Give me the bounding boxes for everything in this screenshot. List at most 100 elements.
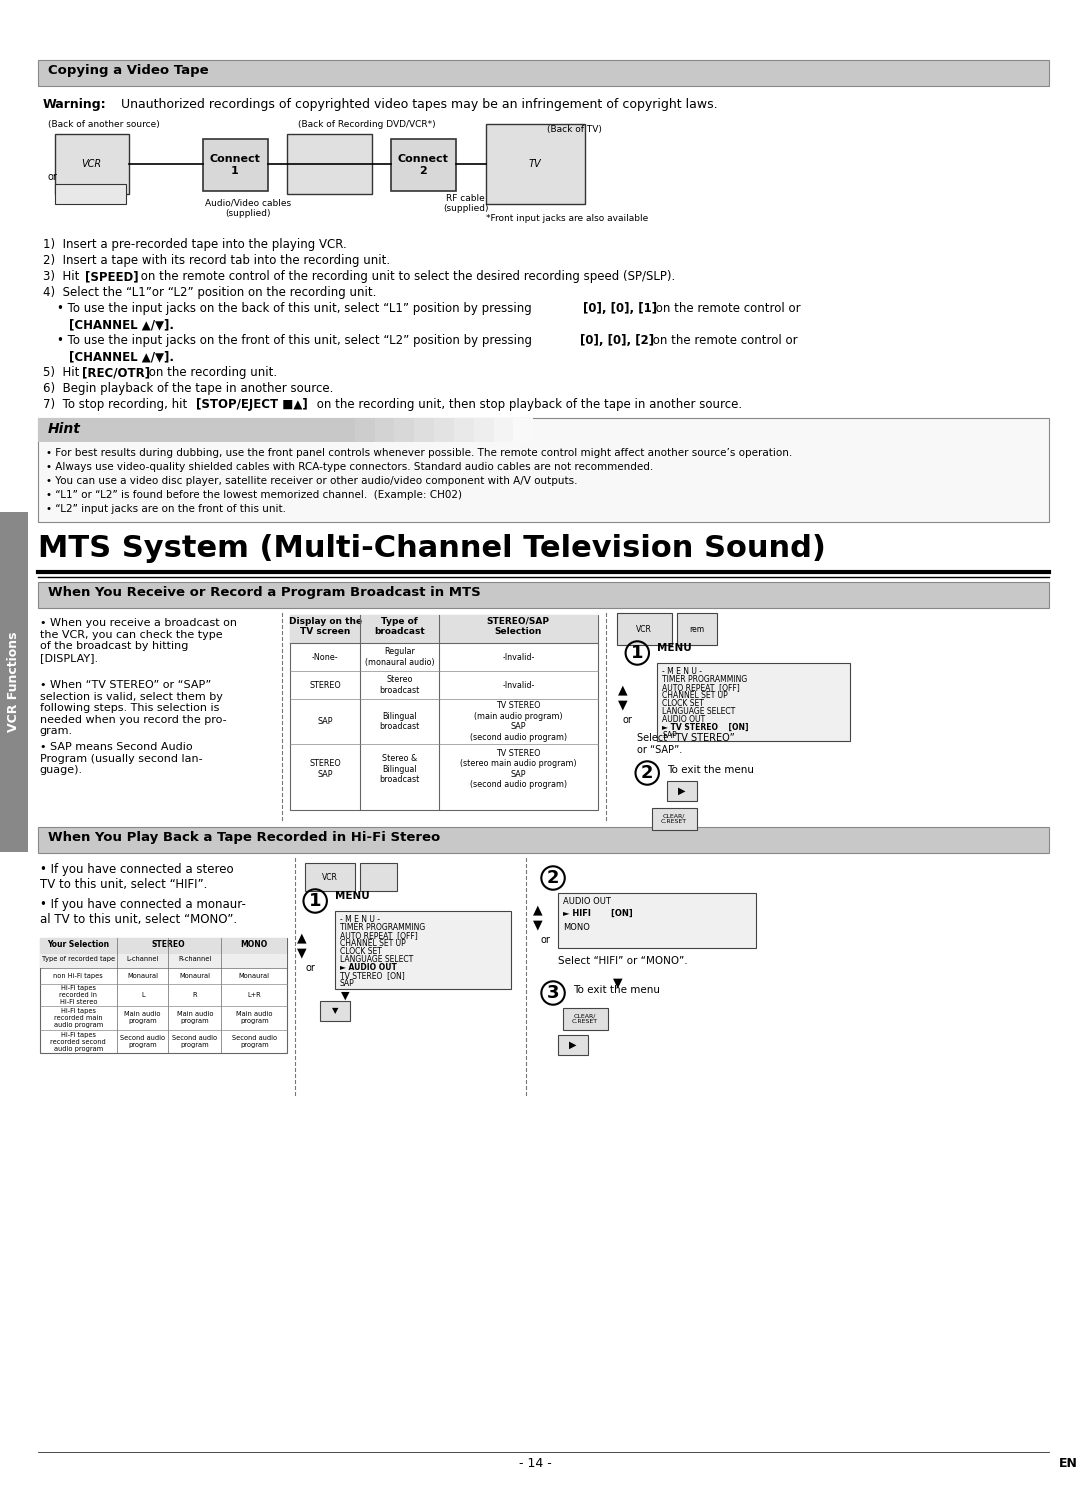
Text: • When you receive a broadcast on
the VCR, you can check the type
of the broadca: • When you receive a broadcast on the VC… xyxy=(40,619,237,663)
Text: on the remote control of the recording unit to select the desired recording spee: on the remote control of the recording u… xyxy=(137,271,675,283)
Text: [STOP/EJECT ■▲]: [STOP/EJECT ■▲] xyxy=(197,399,308,410)
Bar xyxy=(54,134,129,193)
Text: Main audio
program: Main audio program xyxy=(124,1011,161,1025)
Text: ▲: ▲ xyxy=(297,931,307,944)
Text: *Front input jacks are also available: *Front input jacks are also available xyxy=(486,214,648,223)
Bar xyxy=(677,613,717,645)
Text: • To use the input jacks on the front of this unit, select “L2” position by pres: • To use the input jacks on the front of… xyxy=(57,335,537,346)
Text: SAP: SAP xyxy=(318,717,333,726)
Text: Your Selection: Your Selection xyxy=(48,940,109,949)
Text: (Back of TV): (Back of TV) xyxy=(548,125,603,134)
Text: EN: EN xyxy=(1058,1457,1078,1471)
Bar xyxy=(320,1001,350,1022)
Text: TV STEREO
(stereo main audio program)
SAP
(second audio program): TV STEREO (stereo main audio program) SA… xyxy=(460,749,577,790)
Text: on the recording unit.: on the recording unit. xyxy=(145,366,276,379)
Bar xyxy=(38,827,1049,854)
Text: or: or xyxy=(540,935,550,946)
Text: MENU: MENU xyxy=(335,891,369,901)
Text: TIMER PROGRAMMING: TIMER PROGRAMMING xyxy=(662,675,747,684)
Text: ▲: ▲ xyxy=(534,903,543,916)
Text: - 14 -: - 14 - xyxy=(518,1457,552,1471)
Text: CLOCK SET: CLOCK SET xyxy=(662,699,704,708)
Text: TV: TV xyxy=(529,159,541,170)
Text: RF cable
(supplied): RF cable (supplied) xyxy=(443,193,488,214)
Text: Connect
2: Connect 2 xyxy=(397,155,448,175)
Bar xyxy=(513,418,534,442)
Text: on the recording unit, then stop playback of the tape in another source.: on the recording unit, then stop playbac… xyxy=(313,399,742,410)
Text: MTS System (Multi-Channel Television Sound): MTS System (Multi-Channel Television Sou… xyxy=(38,534,825,564)
Text: Monaural: Monaural xyxy=(127,972,159,978)
Bar xyxy=(335,418,355,442)
Bar xyxy=(486,123,584,204)
Text: TV STEREO  [ON]: TV STEREO [ON] xyxy=(340,971,405,980)
Text: Second audio
program: Second audio program xyxy=(120,1035,165,1048)
Text: Connect
1: Connect 1 xyxy=(210,155,260,175)
Text: STEREO: STEREO xyxy=(151,940,186,949)
Text: LANGUAGE SELECT: LANGUAGE SELECT xyxy=(340,955,414,964)
Bar xyxy=(0,512,28,852)
Text: SAP: SAP xyxy=(662,732,677,741)
Text: STEREO
SAP: STEREO SAP xyxy=(309,760,341,779)
Text: VCR: VCR xyxy=(636,625,652,633)
Bar xyxy=(454,418,474,442)
Text: [0], [0], [2]: [0], [0], [2] xyxy=(580,335,653,346)
Text: L: L xyxy=(140,992,145,998)
Text: Hint: Hint xyxy=(48,422,80,436)
Text: AUTO REPEAT  [OFF]: AUTO REPEAT [OFF] xyxy=(662,683,740,691)
Text: Stereo &
Bilingual
broadcast: Stereo & Bilingual broadcast xyxy=(379,754,419,784)
Text: [0], [0], [1]: [0], [0], [1] xyxy=(583,302,657,315)
Text: [CHANNEL ▲/▼].: [CHANNEL ▲/▼]. xyxy=(69,318,174,332)
Text: ▼: ▼ xyxy=(297,946,307,959)
Bar xyxy=(291,616,597,642)
Text: Hi-Fi tapes
recorded main
audio program: Hi-Fi tapes recorded main audio program xyxy=(54,1008,103,1028)
Text: CLEAR/
C.RESET: CLEAR/ C.RESET xyxy=(661,813,687,824)
Text: AUDIO OUT: AUDIO OUT xyxy=(662,715,705,724)
Text: CLOCK SET: CLOCK SET xyxy=(340,947,382,956)
Text: 7)  To stop recording, hit: 7) To stop recording, hit xyxy=(42,399,190,410)
Text: (Back of another source): (Back of another source) xyxy=(49,120,160,129)
Text: 1: 1 xyxy=(631,644,644,662)
Text: 2: 2 xyxy=(546,868,559,888)
Bar xyxy=(40,938,287,955)
Bar xyxy=(394,418,415,442)
Text: [SPEED]: [SPEED] xyxy=(85,271,139,283)
Bar xyxy=(563,1008,608,1030)
Text: on the remote control or: on the remote control or xyxy=(649,335,798,346)
Text: AUTO REPEAT  [OFF]: AUTO REPEAT [OFF] xyxy=(340,931,418,940)
Bar xyxy=(38,581,1049,608)
Text: ▼: ▼ xyxy=(618,697,627,711)
Bar xyxy=(391,138,456,190)
Text: Type of recorded tape: Type of recorded tape xyxy=(42,956,114,962)
Bar xyxy=(558,894,756,949)
Text: on the remote control or: on the remote control or xyxy=(652,302,800,315)
Text: 6)  Begin playback of the tape in another source.: 6) Begin playback of the tape in another… xyxy=(42,382,333,396)
Text: CHANNEL SET UP: CHANNEL SET UP xyxy=(340,938,406,949)
Text: R: R xyxy=(192,992,197,998)
Text: - M E N U -: - M E N U - xyxy=(340,915,380,923)
Text: ► HIFI       [ON]: ► HIFI [ON] xyxy=(563,909,633,917)
Text: Monaural: Monaural xyxy=(239,972,270,978)
Text: Stereo
broadcast: Stereo broadcast xyxy=(379,675,419,694)
Text: • When “TV STEREO” or “SAP”
selection is valid, select them by
following steps. : • When “TV STEREO” or “SAP” selection is… xyxy=(40,680,227,736)
Text: 4)  Select the “L1”or “L2” position on the recording unit.: 4) Select the “L1”or “L2” position on th… xyxy=(42,286,376,299)
Text: When You Receive or Record a Program Broadcast in MTS: When You Receive or Record a Program Bro… xyxy=(48,586,481,599)
Text: • For best results during dubbing, use the front panel controls whenever possibl: • For best results during dubbing, use t… xyxy=(45,448,792,458)
Text: ▶: ▶ xyxy=(569,1039,577,1050)
Text: Bilingual
broadcast: Bilingual broadcast xyxy=(379,712,419,732)
Bar xyxy=(474,418,494,442)
Text: 5)  Hit: 5) Hit xyxy=(42,366,83,379)
Text: -Invalid-: -Invalid- xyxy=(502,681,535,690)
Text: -Invalid-: -Invalid- xyxy=(502,653,535,662)
Text: SAP: SAP xyxy=(340,978,354,987)
Bar xyxy=(306,862,355,891)
Bar xyxy=(375,418,394,442)
Text: • “L2” input jacks are on the front of this unit.: • “L2” input jacks are on the front of t… xyxy=(45,504,285,515)
Text: CHANNEL SET UP: CHANNEL SET UP xyxy=(662,691,728,700)
Text: • Always use video-quality shielded cables with RCA-type connectors. Standard au: • Always use video-quality shielded cabl… xyxy=(45,462,652,471)
Bar xyxy=(335,912,512,989)
Text: Copying a Video Tape: Copying a Video Tape xyxy=(48,64,208,77)
Text: ▼: ▼ xyxy=(340,990,349,1001)
Text: TV STEREO
(main audio program)
SAP
(second audio program): TV STEREO (main audio program) SAP (seco… xyxy=(470,702,567,742)
Text: STEREO: STEREO xyxy=(309,681,341,690)
Text: or: or xyxy=(48,172,57,181)
